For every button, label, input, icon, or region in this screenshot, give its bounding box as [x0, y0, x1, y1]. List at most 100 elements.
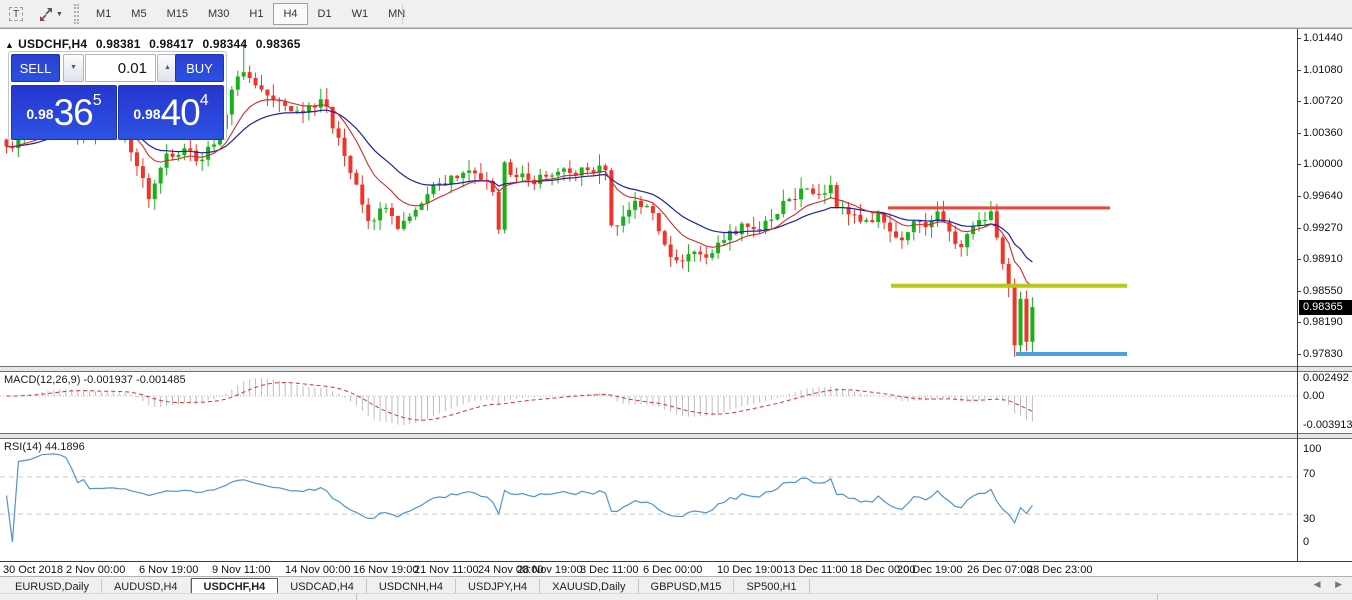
lot-decrease-button[interactable]: ▼ — [63, 54, 84, 82]
chart-tab-audusd-h4[interactable]: AUDUSD,H4 — [102, 579, 191, 596]
chart-window: ▲ USDCHF,H4 0.98381 0.98417 0.98344 0.983… — [0, 28, 1352, 578]
tab-scroll-left-icon[interactable]: ◀ — [1313, 579, 1321, 589]
timeframe-button-m5[interactable]: M5 — [121, 3, 156, 25]
time-tick-label: 30 Oct 2018 — [3, 564, 63, 576]
timeframe-button-h1[interactable]: H1 — [239, 3, 273, 25]
rsi-name: RSI(14) — [4, 441, 42, 453]
buy-price-pip: 4 — [199, 91, 209, 109]
arrows-icon — [40, 7, 53, 21]
time-tick-label: 20 Dec 19:00 — [897, 564, 963, 576]
rsi-line — [5, 453, 1033, 543]
axis-tick — [1297, 291, 1301, 292]
pane-splitter[interactable] — [0, 366, 1352, 372]
macd-name: MACD(12,26,9) — [4, 374, 81, 386]
sell-price-main: 36 — [53, 91, 94, 133]
text-tool-button[interactable]: T — [4, 3, 28, 25]
buy-price-button[interactable]: 0.98404 — [118, 85, 224, 140]
axis-tick — [1297, 38, 1301, 39]
moving-average-fast — [6, 99, 1033, 287]
dropdown-caret-icon[interactable]: ▼ — [56, 10, 63, 18]
macd-signal-line — [6, 381, 1033, 421]
price-axis-border — [1297, 29, 1298, 562]
axis-tick — [1297, 70, 1301, 71]
window-collapse-icon[interactable]: ▲ — [5, 40, 15, 50]
tab-scroll-buttons: ◀ ▶ — [1308, 579, 1348, 590]
ohlc-high: 0.98417 — [149, 37, 194, 51]
tab-scroll-right-icon[interactable]: ▶ — [1335, 579, 1342, 589]
pane-bottom-border — [0, 561, 1352, 562]
arrows-tool-button[interactable]: ▼ — [34, 3, 68, 25]
time-tick-label: 2 Nov 00:00 — [66, 564, 126, 576]
buy-price-main: 40 — [160, 91, 201, 133]
buy-button[interactable]: BUY — [175, 54, 224, 82]
price-tick-label: 0.98910 — [1303, 253, 1343, 265]
timeframe-buttons: M1 M5 M15 M30 H1 H4 D1 W1 MN — [86, 3, 415, 25]
macd-chart[interactable] — [0, 372, 1297, 433]
timeframe-button-m15[interactable]: M15 — [157, 3, 198, 25]
macd-tick-label: 0.00 — [1303, 390, 1325, 402]
chart-tab-bar: EURUSD,Daily AUDUSD,H4 USDCHF,H4 USDCAD,H4 U… — [0, 576, 1352, 596]
rsi-indicator-pane[interactable]: RSI(14) 44.1896 — [0, 439, 1352, 561]
time-tick-label: 9 Nov 11:00 — [212, 564, 271, 576]
toolbar-separator — [402, 4, 403, 24]
price-chart-pane[interactable]: ▲ USDCHF,H4 0.98381 0.98417 0.98344 0.983… — [0, 34, 1352, 366]
rsi-axis[interactable]: 100 70 30 0 — [1299, 439, 1352, 561]
axis-tick — [1297, 322, 1301, 323]
axis-tick — [1297, 164, 1301, 165]
status-divider — [1157, 594, 1158, 600]
chart-tabs: EURUSD,Daily AUDUSD,H4 USDCHF,H4 USDCAD,H4 U… — [0, 577, 1352, 596]
rsi-tick-label: 0 — [1303, 536, 1310, 548]
rsi-chart[interactable] — [0, 439, 1297, 561]
ohlc-close: 0.98365 — [255, 37, 301, 51]
sell-button[interactable]: SELL — [11, 54, 60, 82]
timeframe-button-m1[interactable]: M1 — [86, 3, 121, 25]
rsi-tick-label: 70 — [1303, 468, 1316, 480]
macd-indicator-pane[interactable]: MACD(12,26,9) -0.001937 -0.001485 — [0, 372, 1352, 433]
timeframe-button-h4[interactable]: H4 — [273, 3, 308, 25]
sell-price-button[interactable]: 0.98365 — [11, 85, 117, 140]
time-tick-label: 16 Nov 19:00 — [353, 564, 419, 576]
sell-price-prefix: 0.98 — [26, 105, 54, 122]
pane-splitter[interactable] — [0, 433, 1352, 439]
rsi-tick-label: 100 — [1303, 443, 1322, 455]
timeframe-button-w1[interactable]: W1 — [342, 3, 379, 25]
chart-tab-eurusd-daily[interactable]: EURUSD,Daily — [3, 579, 102, 596]
chart-tab-usdchf-h4[interactable]: USDCHF,H4 — [190, 578, 279, 595]
chart-tab-gbpusd-m15[interactable]: GBPUSD,M15 — [639, 579, 735, 596]
timeframe-button-mn[interactable]: MN — [378, 3, 415, 25]
price-tick-label: 0.97830 — [1303, 348, 1343, 360]
time-axis[interactable]: 30 Oct 2018 2 Nov 00:00 6 Nov 19:00 9 Nov 1… — [0, 562, 1352, 578]
axis-tick — [1297, 133, 1301, 134]
timeframe-button-d1[interactable]: D1 — [308, 3, 342, 25]
macd-tick-label: -0.003913 — [1303, 419, 1352, 431]
time-tick-label: 3 Dec 11:00 — [580, 564, 639, 576]
status-divider — [356, 594, 357, 600]
time-tick-label: 26 Dec 07:00 — [967, 564, 1033, 576]
top-toolbar: T ▼ M1 M5 M15 M30 H1 H4 D1 W1 MN — [0, 0, 1352, 28]
time-tick-label: 28 Nov 19:00 — [517, 564, 583, 576]
text-tool-icon: T — [9, 7, 23, 21]
price-axis[interactable]: 1.01440 1.01080 1.00720 1.00360 1.00000 0.996… — [1297, 32, 1352, 366]
time-tick-label: 10 Dec 19:00 — [717, 564, 783, 576]
chart-tab-usdcnh-h4[interactable]: USDCNH,H4 — [367, 579, 457, 596]
lot-size-input[interactable] — [85, 54, 156, 82]
macd-signal-value: -0.001485 — [136, 374, 186, 386]
timeframe-button-m30[interactable]: M30 — [198, 3, 239, 25]
time-tick-label: 21 Nov 11:00 — [414, 564, 479, 576]
price-tick-label: 0.98190 — [1303, 316, 1343, 328]
chart-tab-usdcad-h4[interactable]: USDCAD,H4 — [278, 579, 367, 596]
chart-tab-xauusd-daily[interactable]: XAUUSD,Daily — [540, 579, 639, 596]
one-click-trading-panel: SELL ▼ ▲ BUY 0.98365 0.98404 — [8, 51, 227, 140]
macd-axis[interactable]: 0.002492 0.00 -0.003913 — [1299, 372, 1352, 433]
chart-tab-sp500-h1[interactable]: SP500,H1 — [734, 579, 810, 596]
time-tick-label: 6 Nov 19:00 — [139, 564, 199, 576]
chart-tab-usdjpy-h4[interactable]: USDJPY,H4 — [456, 579, 541, 596]
price-tick-label: 0.98550 — [1303, 285, 1343, 297]
toolbar-grip[interactable] — [74, 4, 79, 24]
axis-tick — [1297, 228, 1301, 229]
price-tick-label: 0.99270 — [1303, 222, 1343, 234]
chart-symbol-period: USDCHF,H4 — [18, 37, 88, 51]
price-tick-label: 1.01440 — [1303, 32, 1343, 44]
time-tick-label: 13 Dec 11:00 — [783, 564, 848, 576]
